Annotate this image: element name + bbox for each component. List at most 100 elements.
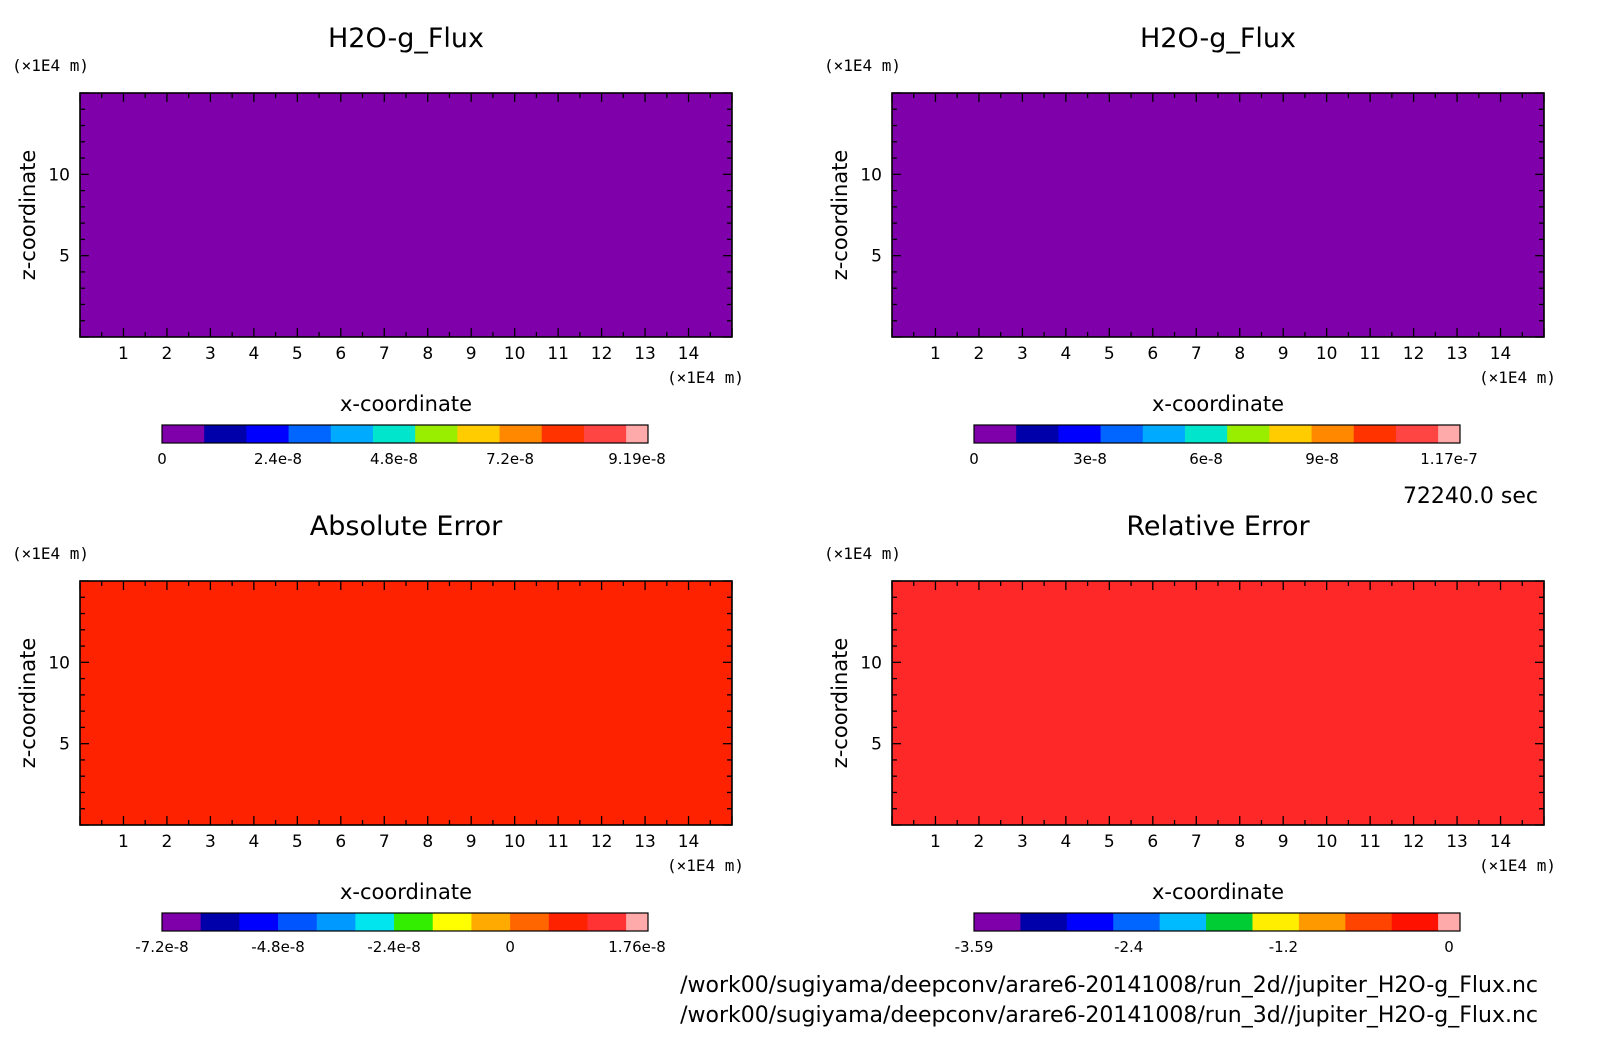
colorbar-segment	[316, 913, 356, 931]
colorbar-segment	[246, 425, 290, 443]
colorbar-tick-label: -2.4	[1114, 938, 1143, 956]
x-tick-label: 2	[162, 344, 173, 364]
x-tick-label: 6	[335, 832, 346, 852]
colorbar-segment	[1206, 913, 1253, 931]
colorbar-segment	[278, 913, 318, 931]
x-tick-label: 4	[248, 832, 259, 852]
x-tick-label: 12	[591, 832, 613, 852]
x-tick-label: 8	[1234, 344, 1245, 364]
y-axis-label: z-coordinate	[16, 150, 40, 281]
colorbar-segment	[1058, 425, 1102, 443]
y-axis-label: z-coordinate	[828, 638, 852, 769]
x-tick-label: 13	[1446, 832, 1468, 852]
colorbar-segment	[1227, 425, 1270, 443]
colorbar-tick-label: 9e-8	[1305, 450, 1339, 468]
x-tick-label: 9	[466, 832, 477, 852]
x-tick-label: 12	[1403, 344, 1425, 364]
x-tick-label: 10	[1316, 832, 1338, 852]
colorbar-segment	[1298, 913, 1346, 931]
colorbar-segment	[499, 425, 543, 443]
y-axis-label: z-coordinate	[828, 150, 852, 281]
x-tick-label: 8	[1234, 832, 1245, 852]
y-tick-label: 5	[871, 735, 882, 755]
x-tick-label: 13	[634, 832, 656, 852]
y-tick-label: 5	[871, 247, 882, 267]
x-axis-label: x-coordinate	[340, 392, 472, 416]
x-tick-label: 14	[1490, 832, 1512, 852]
y-unit-label: (×1E4 m)	[824, 544, 901, 563]
colorbar-tick-label: 1.17e-7	[1420, 450, 1478, 468]
colorbar-segment	[288, 425, 332, 443]
x-tick-label: 1	[118, 832, 129, 852]
field-fill	[80, 93, 732, 337]
colorbar-segment	[1100, 425, 1144, 443]
colorbar-segment	[457, 425, 501, 443]
colorbar-segment	[1113, 913, 1161, 931]
colorbar-segment	[1438, 913, 1461, 931]
colorbar-tick-label: 2.4e-8	[254, 450, 302, 468]
colorbar-tick-label: 1.76e-8	[608, 938, 666, 956]
y-tick-label: 5	[59, 735, 70, 755]
x-tick-label: 9	[1278, 832, 1289, 852]
x-tick-label: 6	[1147, 832, 1158, 852]
x-tick-label: 2	[974, 344, 985, 364]
x-tick-label: 1	[930, 344, 941, 364]
colorbar-segment	[372, 425, 416, 443]
x-tick-label: 5	[292, 832, 303, 852]
y-tick-label: 10	[860, 653, 882, 673]
x-tick-label: 10	[504, 832, 526, 852]
colorbar-segment	[1016, 425, 1059, 443]
x-axis-label: x-coordinate	[1152, 392, 1284, 416]
colorbar-frame	[973, 424, 1461, 444]
x-tick-label: 3	[1017, 344, 1028, 364]
x-tick-label: 8	[422, 832, 433, 852]
x-axis-label: x-coordinate	[340, 880, 472, 904]
colorbar-segment	[394, 913, 434, 931]
colorbar-frame	[161, 912, 649, 932]
chart-panel-2: H2O-g_Flux(×1E4 m)1 2 3 4 5 6 7 8 9 10 11 12 13 14510…	[824, 23, 1556, 468]
colorbar-segment	[1391, 913, 1439, 931]
y-axis-label: z-coordinate	[16, 638, 40, 769]
colorbar-tick-label: -2.4e-8	[367, 938, 420, 956]
x-tick-label: 9	[1278, 344, 1289, 364]
x-tick-label: 11	[547, 832, 569, 852]
x-tick-label: 2	[974, 832, 985, 852]
x-tick-label: 7	[379, 832, 390, 852]
y-tick-label: 10	[48, 165, 70, 185]
colorbar-segment	[1066, 913, 1114, 931]
colorbar-segment	[626, 425, 649, 443]
x-tick-label: 7	[1191, 832, 1202, 852]
x-axis-label: x-coordinate	[1152, 880, 1284, 904]
x-tick-label: 8	[422, 344, 433, 364]
colorbar-tick-label: 3e-8	[1073, 450, 1107, 468]
colorbar-segment	[1142, 425, 1186, 443]
colorbar-tick-label: 9.19e-8	[608, 450, 666, 468]
x-tick-label: 3	[205, 832, 216, 852]
colorbar-segment	[974, 913, 1021, 931]
x-tick-label: 9	[466, 344, 477, 364]
colorbar-tick-label: -4.8e-8	[251, 938, 304, 956]
x-tick-label: 7	[379, 344, 390, 364]
x-tick-label: 1	[118, 344, 129, 364]
y-tick-label: 10	[860, 165, 882, 185]
colorbar-segment	[1269, 425, 1313, 443]
colorbar-segment	[587, 913, 627, 931]
time-label: 72240.0 sec	[1403, 484, 1538, 509]
colorbar-tick-label: 4.8e-8	[370, 450, 418, 468]
x-tick-label: 13	[634, 344, 656, 364]
x-tick-label: 6	[1147, 344, 1158, 364]
x-tick-label: 14	[1490, 344, 1512, 364]
colorbar-tick-label: -3.59	[955, 938, 994, 956]
colorbar-segment	[355, 913, 395, 931]
x-tick-label: 5	[1104, 832, 1115, 852]
colorbar-segment	[200, 913, 240, 931]
colorbar-segment	[330, 425, 374, 443]
colorbar-segment	[1395, 425, 1439, 443]
colorbar-frame	[161, 424, 649, 444]
y-unit-label: (×1E4 m)	[12, 56, 89, 75]
y-tick-label: 10	[48, 653, 70, 673]
colorbar-segment	[974, 425, 1017, 443]
colorbar-segment	[1353, 425, 1397, 443]
field-fill	[892, 581, 1544, 825]
